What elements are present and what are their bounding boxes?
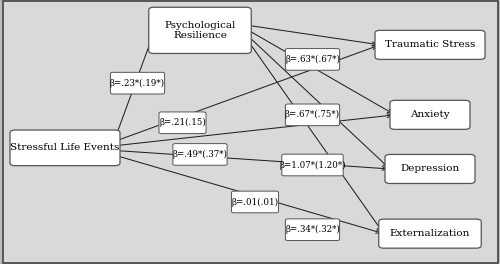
Text: β=.01(.01): β=.01(.01) (232, 197, 278, 206)
FancyBboxPatch shape (159, 112, 206, 134)
FancyBboxPatch shape (149, 7, 251, 53)
FancyBboxPatch shape (286, 104, 340, 126)
Text: β=.49*(.37*): β=.49*(.37*) (172, 150, 228, 159)
Text: Anxiety: Anxiety (410, 110, 450, 119)
FancyBboxPatch shape (110, 72, 164, 94)
Text: Traumatic Stress: Traumatic Stress (385, 40, 475, 49)
FancyBboxPatch shape (379, 219, 481, 248)
Text: Depression: Depression (400, 164, 460, 173)
FancyBboxPatch shape (390, 100, 470, 129)
FancyBboxPatch shape (286, 49, 340, 70)
Text: Stressful Life Events: Stressful Life Events (10, 143, 120, 152)
FancyBboxPatch shape (10, 130, 120, 166)
Text: Psychological
Resilience: Psychological Resilience (164, 21, 236, 40)
Text: β=.21(.15): β=.21(.15) (159, 118, 206, 127)
Text: Externalization: Externalization (390, 229, 470, 238)
Text: β=.23*(.19*): β=.23*(.19*) (110, 79, 165, 88)
Text: β=.67*(.75*): β=.67*(.75*) (285, 110, 340, 119)
Text: β=.34*(.32*): β=.34*(.32*) (285, 225, 340, 234)
Text: β=.63*(.67*): β=.63*(.67*) (285, 55, 340, 64)
FancyBboxPatch shape (173, 144, 227, 165)
FancyBboxPatch shape (286, 219, 340, 241)
FancyBboxPatch shape (232, 191, 278, 213)
FancyBboxPatch shape (375, 30, 485, 59)
FancyBboxPatch shape (385, 154, 475, 183)
FancyBboxPatch shape (282, 154, 343, 176)
Text: β=1.07*(1.20*): β=1.07*(1.20*) (279, 161, 346, 169)
